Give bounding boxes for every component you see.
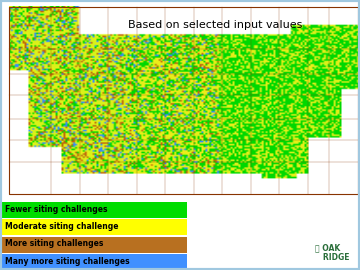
Text: Moderate siting challenge: Moderate siting challenge	[5, 222, 118, 231]
FancyBboxPatch shape	[1, 254, 186, 270]
FancyBboxPatch shape	[1, 219, 186, 235]
FancyBboxPatch shape	[1, 202, 186, 218]
FancyBboxPatch shape	[9, 7, 357, 194]
FancyBboxPatch shape	[1, 237, 186, 252]
Text: Based on selected input values: Based on selected input values	[128, 20, 302, 30]
Text: Many more siting challenges: Many more siting challenges	[5, 257, 130, 266]
Text: Fewer siting challenges: Fewer siting challenges	[5, 205, 107, 214]
Text: 🌿 OAK
   RIDGE: 🌿 OAK RIDGE	[315, 243, 349, 262]
Text: More siting challenges: More siting challenges	[5, 239, 103, 248]
